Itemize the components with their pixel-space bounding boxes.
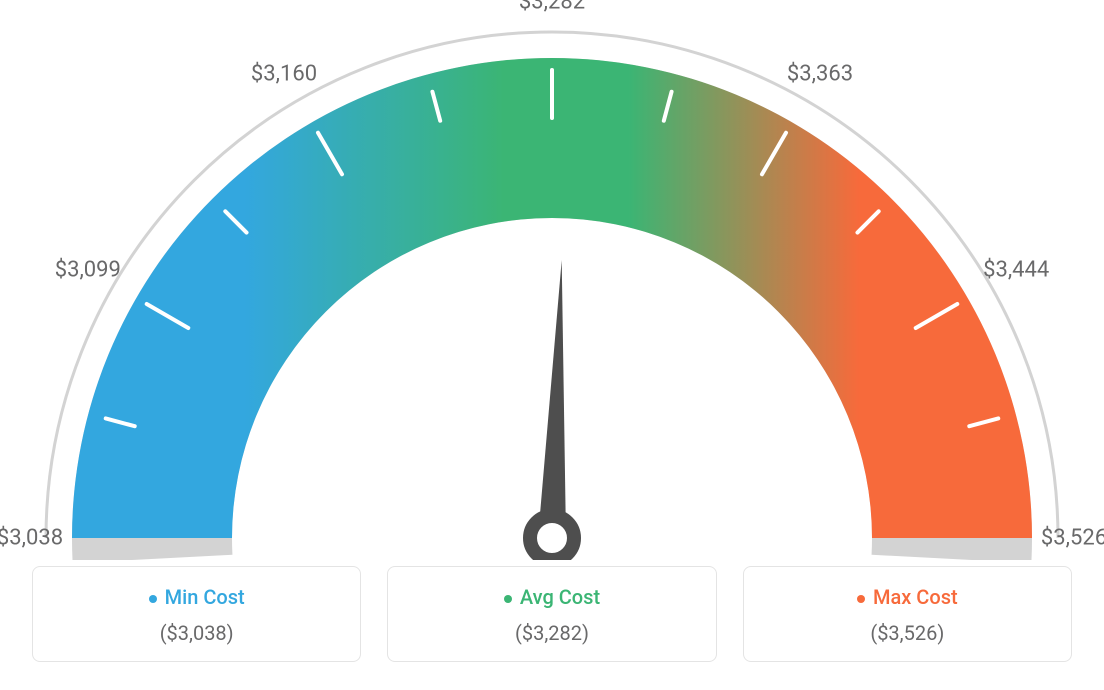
gauge-tick-label: $3,282: [519, 0, 585, 15]
min-cost-value: ($3,038): [43, 621, 350, 645]
max-cost-dot-icon: [857, 595, 865, 603]
avg-cost-label: Avg Cost: [520, 585, 600, 609]
max-cost-label: Max Cost: [873, 585, 958, 609]
gauge-tick-label: $3,038: [0, 526, 63, 551]
avg-cost-value: ($3,282): [398, 621, 705, 645]
min-cost-label: Min Cost: [165, 585, 245, 609]
gauge-tick-label: $3,363: [787, 61, 853, 86]
cost-cards-row: Min Cost ($3,038) Avg Cost ($3,282) Max …: [32, 560, 1072, 662]
avg-cost-card: Avg Cost ($3,282): [387, 566, 716, 662]
min-cost-title: Min Cost: [43, 585, 350, 609]
max-cost-card: Max Cost ($3,526): [743, 566, 1072, 662]
gauge-tick-label: $3,160: [251, 61, 317, 86]
max-cost-value: ($3,526): [754, 621, 1061, 645]
avg-cost-title: Avg Cost: [398, 585, 705, 609]
min-cost-card: Min Cost ($3,038): [32, 566, 361, 662]
min-cost-dot-icon: [149, 595, 157, 603]
gauge-svg: [0, 0, 1104, 560]
max-cost-title: Max Cost: [754, 585, 1061, 609]
gauge-tick-label: $3,444: [983, 258, 1049, 283]
gauge-tick-label: $3,099: [55, 258, 121, 283]
avg-cost-dot-icon: [504, 595, 512, 603]
gauge-tick-label: $3,526: [1041, 526, 1104, 551]
gauge-chart: $3,038 $3,099 $3,160 $3,282 $3,363 $3,444 $3,5…: [0, 0, 1104, 560]
